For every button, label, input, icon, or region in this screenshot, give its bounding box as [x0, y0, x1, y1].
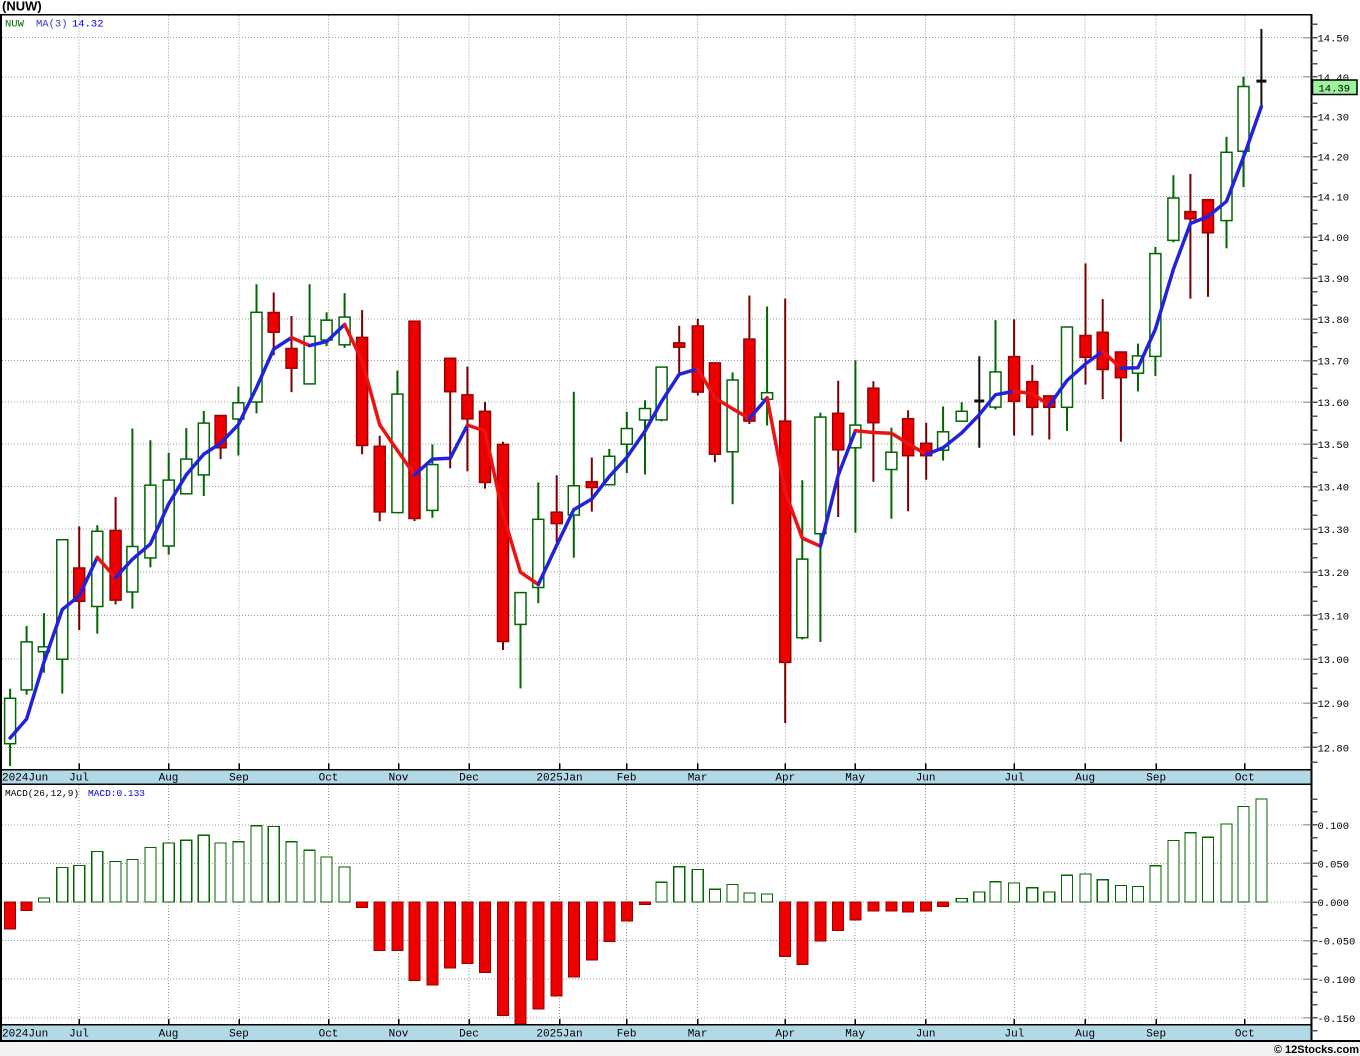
svg-text:14.20: 14.20 [1318, 153, 1350, 165]
svg-text:Sep: Sep [1146, 773, 1166, 785]
svg-text:0.000: 0.000 [1318, 898, 1350, 910]
svg-text:Jul: Jul [69, 1029, 89, 1041]
svg-text:13.00: 13.00 [1318, 655, 1350, 667]
svg-text:Sep: Sep [229, 1029, 249, 1041]
svg-text:12.90: 12.90 [1318, 699, 1350, 711]
svg-text:13.70: 13.70 [1318, 357, 1350, 369]
svg-text:14.39: 14.39 [1319, 83, 1351, 95]
svg-text:14.00: 14.00 [1318, 233, 1350, 245]
svg-text:13.50: 13.50 [1318, 440, 1350, 452]
svg-text:Aug: Aug [1075, 1029, 1095, 1041]
svg-text:14.30: 14.30 [1318, 113, 1350, 125]
svg-text:Jun: Jun [916, 773, 936, 785]
svg-text:Sep: Sep [229, 773, 249, 785]
svg-text:0.050: 0.050 [1318, 859, 1350, 871]
svg-text:Dec: Dec [459, 773, 479, 785]
svg-text:13.90: 13.90 [1318, 274, 1350, 286]
svg-text:Oct: Oct [1235, 773, 1255, 785]
svg-text:-0.150: -0.150 [1318, 1014, 1356, 1026]
svg-text:MACD:0.133: MACD:0.133 [88, 788, 145, 799]
svg-text:Oct: Oct [319, 773, 339, 785]
svg-text:14.32: 14.32 [72, 19, 104, 31]
svg-text:Oct: Oct [319, 1029, 339, 1041]
svg-text:2024Jun: 2024Jun [2, 773, 48, 785]
svg-text:Nov: Nov [389, 1029, 409, 1041]
svg-text:2025Jan: 2025Jan [536, 1029, 582, 1041]
svg-text:Jul: Jul [1004, 773, 1024, 785]
svg-text:Aug: Aug [159, 1029, 179, 1041]
svg-text:13.30: 13.30 [1318, 525, 1350, 537]
svg-text:2024Jun: 2024Jun [2, 1029, 48, 1041]
svg-text:Oct: Oct [1235, 1029, 1255, 1041]
svg-text:Jul: Jul [1004, 1029, 1024, 1041]
svg-text:Nov: Nov [389, 773, 409, 785]
svg-text:May: May [845, 1029, 865, 1041]
svg-text:12.80: 12.80 [1318, 743, 1350, 755]
svg-text:Aug: Aug [159, 773, 179, 785]
svg-text:13.40: 13.40 [1318, 483, 1350, 495]
svg-text:© 12Stocks.com: © 12Stocks.com [1274, 1044, 1359, 1056]
svg-text:Feb: Feb [617, 773, 637, 785]
svg-text:13.20: 13.20 [1318, 568, 1350, 580]
svg-text:13.10: 13.10 [1318, 611, 1350, 623]
svg-text:0.100: 0.100 [1318, 821, 1350, 833]
svg-text:MA(3): MA(3) [36, 19, 68, 31]
svg-text:14.50: 14.50 [1318, 34, 1350, 46]
svg-text:Apr: Apr [775, 1029, 795, 1041]
svg-text:-0.100: -0.100 [1318, 975, 1356, 987]
svg-text:Jul: Jul [69, 773, 89, 785]
svg-text:13.80: 13.80 [1318, 315, 1350, 327]
svg-text:Mar: Mar [688, 1029, 708, 1041]
svg-text:MACD(26,12,9): MACD(26,12,9) [5, 788, 79, 799]
svg-text:14.10: 14.10 [1318, 193, 1350, 205]
svg-text:Aug: Aug [1075, 773, 1095, 785]
svg-text:Jun: Jun [916, 1029, 936, 1041]
svg-text:Feb: Feb [617, 1029, 637, 1041]
svg-text:(NUW): (NUW) [2, 0, 42, 14]
svg-text:Apr: Apr [775, 773, 795, 785]
svg-text:May: May [845, 773, 865, 785]
svg-text:Dec: Dec [459, 1029, 479, 1041]
svg-text:-0.050: -0.050 [1318, 937, 1356, 949]
svg-text:Sep: Sep [1146, 1029, 1166, 1041]
svg-text:2025Jan: 2025Jan [536, 773, 582, 785]
svg-text:13.60: 13.60 [1318, 398, 1350, 410]
svg-text:Mar: Mar [688, 773, 708, 785]
svg-text:NUW: NUW [5, 19, 25, 31]
